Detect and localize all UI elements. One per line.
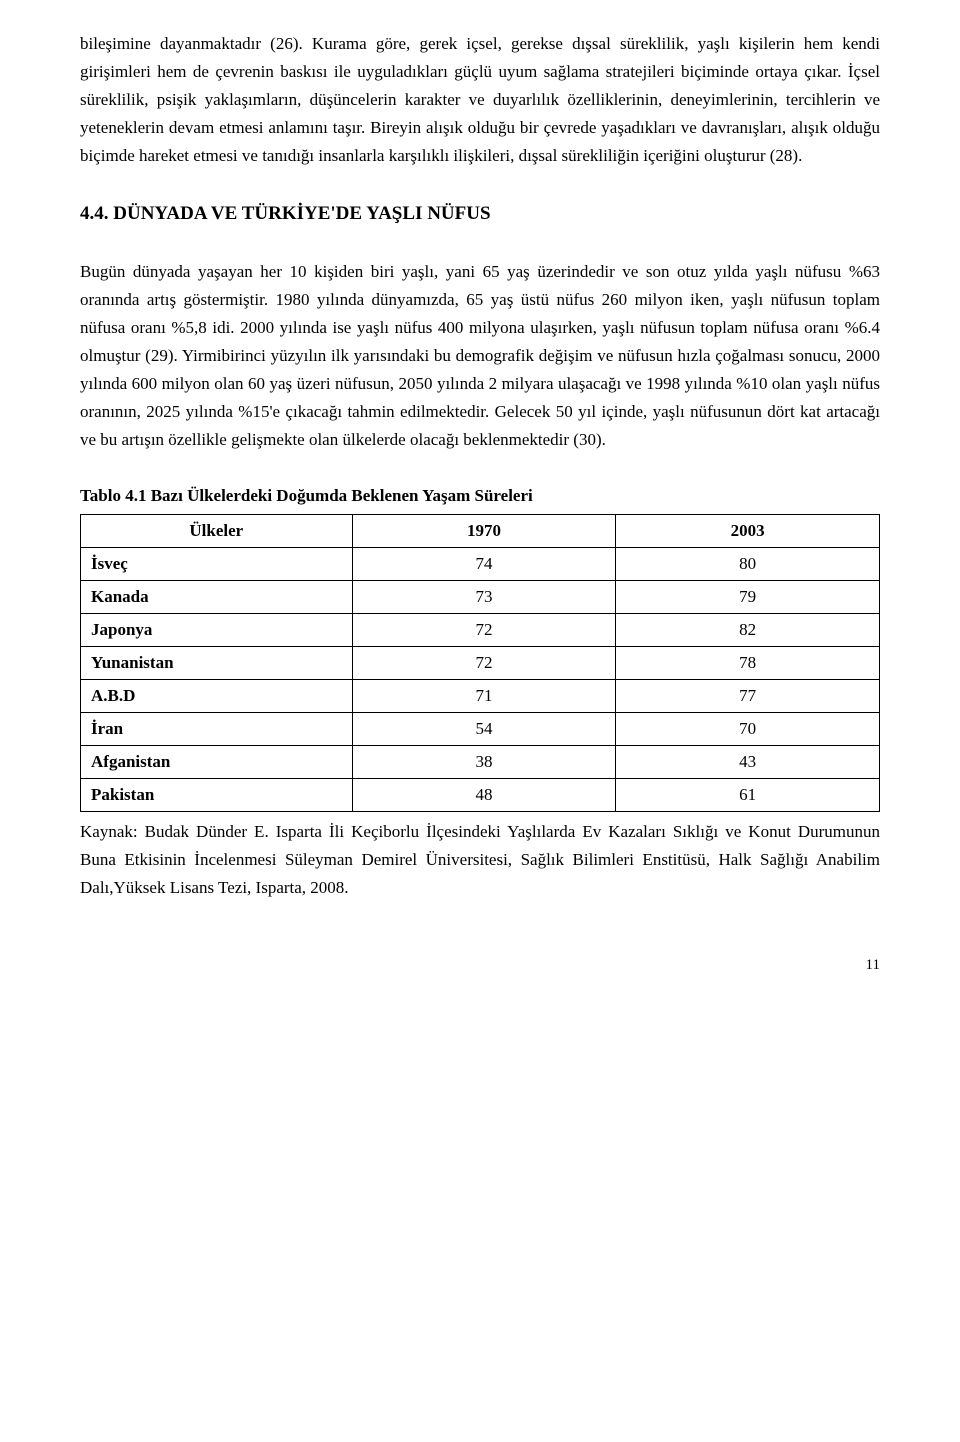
table-cell-1970: 72 — [352, 647, 616, 680]
table-caption: Tablo 4.1 Bazı Ülkelerdeki Doğumda Bekle… — [80, 482, 880, 510]
table-source: Kaynak: Budak Dünder E. Isparta İli Keçi… — [80, 818, 880, 902]
table-cell-2003: 77 — [616, 680, 880, 713]
table-row: İran5470 — [81, 713, 880, 746]
table-cell-2003: 82 — [616, 614, 880, 647]
body-paragraph-1: bileşimine dayanmaktadır (26). Kurama gö… — [80, 30, 880, 170]
table-cell-1970: 71 — [352, 680, 616, 713]
table-cell-1970: 73 — [352, 581, 616, 614]
table-cell-1970: 38 — [352, 746, 616, 779]
body-paragraph-2: Bugün dünyada yaşayan her 10 kişiden bir… — [80, 258, 880, 454]
life-expectancy-table: Ülkeler 1970 2003 İsveç7480Kanada7379Jap… — [80, 514, 880, 812]
table-cell-2003: 79 — [616, 581, 880, 614]
table-cell-country: İsveç — [81, 548, 353, 581]
table-row: Kanada7379 — [81, 581, 880, 614]
table-header-country: Ülkeler — [81, 514, 353, 547]
table-row: Japonya7282 — [81, 614, 880, 647]
table-row: Yunanistan7278 — [81, 647, 880, 680]
table-row: A.B.D7177 — [81, 680, 880, 713]
table-header-2003: 2003 — [616, 514, 880, 547]
table-cell-country: A.B.D — [81, 680, 353, 713]
table-cell-2003: 70 — [616, 713, 880, 746]
table-cell-1970: 74 — [352, 548, 616, 581]
table-cell-1970: 54 — [352, 713, 616, 746]
table-cell-country: Kanada — [81, 581, 353, 614]
page-number: 11 — [80, 953, 880, 978]
table-cell-country: İran — [81, 713, 353, 746]
table-cell-1970: 72 — [352, 614, 616, 647]
table-cell-2003: 61 — [616, 779, 880, 812]
table-header-row: Ülkeler 1970 2003 — [81, 514, 880, 547]
table-row: Pakistan4861 — [81, 779, 880, 812]
table-row: İsveç7480 — [81, 548, 880, 581]
table-row: Afganistan3843 — [81, 746, 880, 779]
table-cell-2003: 80 — [616, 548, 880, 581]
table-cell-2003: 78 — [616, 647, 880, 680]
table-cell-1970: 48 — [352, 779, 616, 812]
table-cell-country: Pakistan — [81, 779, 353, 812]
table-cell-country: Afganistan — [81, 746, 353, 779]
table-cell-2003: 43 — [616, 746, 880, 779]
section-heading: 4.4. DÜNYADA VE TÜRKİYE'DE YAŞLI NÜFUS — [80, 198, 880, 229]
table-cell-country: Yunanistan — [81, 647, 353, 680]
table-header-1970: 1970 — [352, 514, 616, 547]
table-cell-country: Japonya — [81, 614, 353, 647]
